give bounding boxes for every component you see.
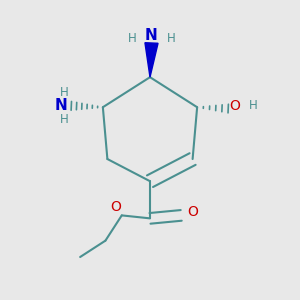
Text: H: H [128,32,136,45]
Text: H: H [60,112,69,126]
Text: H: H [60,86,69,99]
Text: N: N [145,28,158,43]
Text: N: N [55,98,68,113]
Text: O: O [110,200,121,214]
Text: H: H [167,32,175,45]
Text: O: O [187,206,198,219]
Text: H: H [249,99,258,112]
Text: O: O [229,99,240,113]
Polygon shape [145,43,158,77]
